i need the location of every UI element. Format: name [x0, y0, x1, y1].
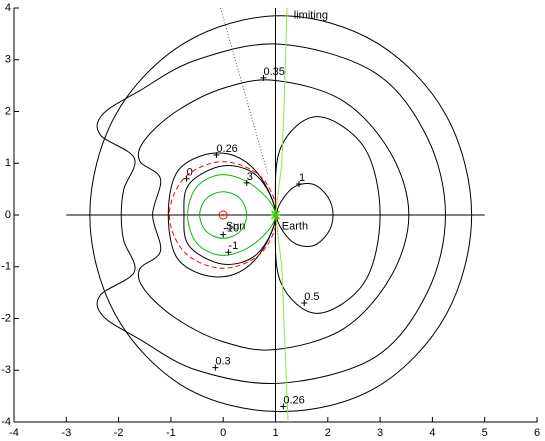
- contour-label: -1: [228, 240, 238, 252]
- label-marker: [243, 179, 250, 186]
- contour-label: 0.3: [215, 356, 230, 368]
- contour-label: 0.5: [304, 291, 319, 303]
- x-tick-label: -4: [9, 427, 19, 439]
- contour-line: [276, 182, 334, 248]
- label-marker: [225, 249, 232, 256]
- label-marker: [301, 299, 308, 306]
- y-tick-label: 4: [5, 2, 11, 14]
- sun-marker: [218, 210, 228, 220]
- y-tick-label: 2: [5, 105, 11, 117]
- label-marker: [296, 180, 303, 187]
- contour-line: [199, 191, 248, 239]
- annotation: limiting: [294, 10, 328, 22]
- contour-label: 0.35: [263, 66, 284, 78]
- y-tick-label: -4: [1, 416, 11, 428]
- label-marker: [280, 403, 287, 410]
- contour-line: [137, 79, 410, 351]
- contour-label: -10: [223, 223, 239, 235]
- y-tick-label: -2: [1, 312, 11, 324]
- contour-line: [274, 116, 381, 314]
- earth-marker: [270, 210, 281, 220]
- x-tick-label: -3: [61, 427, 71, 439]
- annotation: Sun: [226, 220, 246, 232]
- x-tick-label: 0: [220, 427, 226, 439]
- x-tick-label: -2: [114, 427, 124, 439]
- label-marker: [220, 231, 227, 238]
- x-tick-label: 2: [325, 427, 331, 439]
- contour-line: [96, 43, 446, 385]
- x-tick-label: 5: [482, 427, 488, 439]
- label-marker: [213, 151, 220, 158]
- y-tick-label: -1: [1, 261, 11, 273]
- y-tick-label: -3: [1, 364, 11, 376]
- contour-line: [167, 152, 277, 278]
- y-tick-label: 0: [5, 209, 11, 221]
- contour-label: 3: [247, 171, 253, 183]
- y-tick-label: 3: [5, 54, 11, 66]
- contour-line: [89, 15, 473, 413]
- x-tick-label: 3: [377, 427, 383, 439]
- contour-label: 0.26: [216, 143, 237, 155]
- label-marker: [212, 364, 219, 371]
- sun-marker: [222, 214, 225, 216]
- y-tick-label: 1: [5, 157, 11, 169]
- contour-label: 1: [299, 172, 305, 184]
- contour-label: 0: [187, 167, 193, 179]
- label-marker: [183, 175, 190, 182]
- annotation: Earth: [282, 220, 308, 232]
- x-tick-label: 1: [272, 427, 278, 439]
- x-tick-label: 4: [429, 427, 435, 439]
- contour-line: [183, 165, 277, 265]
- contour-line: [168, 161, 278, 269]
- x-tick-label: 6: [534, 427, 540, 439]
- contour-label: 0.26: [283, 394, 304, 406]
- contour-line: [187, 174, 277, 256]
- label-marker: [260, 74, 267, 81]
- x-tick-label: -1: [166, 427, 176, 439]
